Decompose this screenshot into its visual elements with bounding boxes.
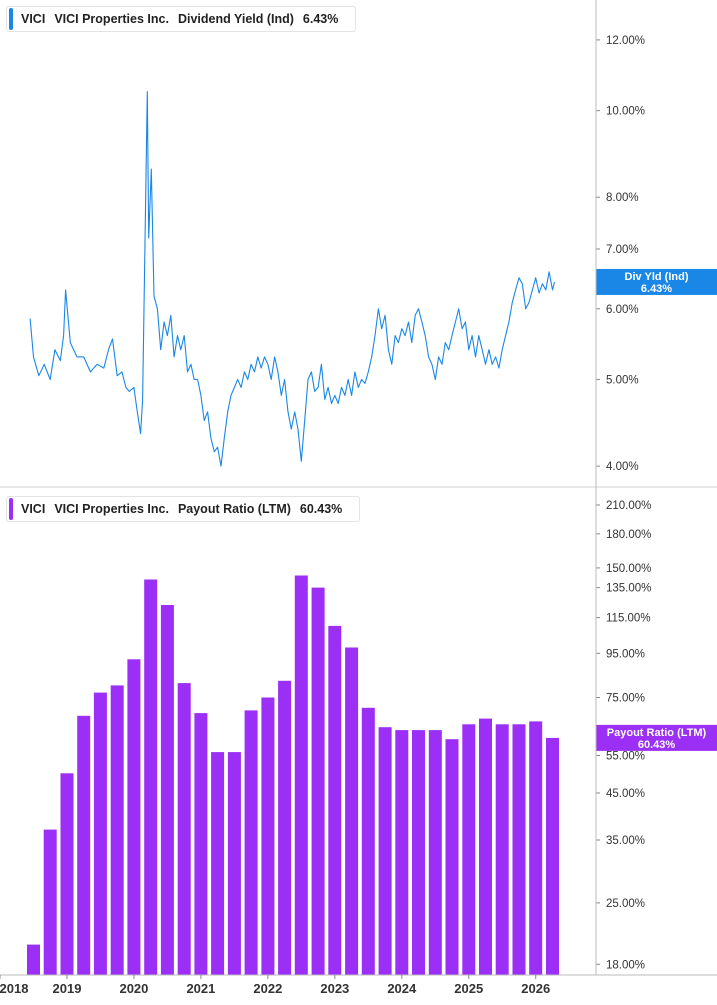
y-tick-label: 6.00% <box>606 304 639 316</box>
dividend-yield-panel: 12.00% 10.00% 8.00% 7.00% 6.00% 5.00% 4.00% Div… <box>29 35 717 473</box>
payout-bar <box>546 737 559 975</box>
y-tick-label: 180.00% <box>606 529 651 541</box>
payout-bar <box>144 579 158 975</box>
payout-bar <box>378 727 392 975</box>
payout-bar <box>110 685 124 975</box>
legend-value: 60.43% <box>299 502 343 516</box>
y-tick-label: 8.00% <box>606 192 639 204</box>
y-tick-label: 55.00% <box>606 750 645 762</box>
legend-metric: Payout Ratio (LTM) <box>177 502 291 516</box>
tag-background <box>596 724 717 751</box>
payout-color-swatch <box>9 498 13 520</box>
payout-bar <box>328 625 342 975</box>
payout-bar <box>77 715 91 975</box>
legend-value: 6.43% <box>302 12 339 26</box>
payout-bar <box>529 721 543 975</box>
payout-bar <box>361 707 375 975</box>
payout-bar <box>177 683 191 975</box>
payout-ratio-panel: 210.00% 180.00% 150.00% 135.00% 115.00% 95.00… <box>27 500 717 975</box>
payout-bar <box>495 724 509 975</box>
x-tick-label: 2020 <box>119 981 148 996</box>
tag-label: Div Yld (Ind) <box>625 271 689 283</box>
y-tick-label: 135.00% <box>606 583 651 595</box>
last-value-tag: Payout Ratio (LTM)60.43% <box>596 724 717 751</box>
legend-metric: Dividend Yield (Ind) <box>177 12 294 26</box>
y-tick-label: 5.00% <box>606 375 639 387</box>
payout-bar <box>244 710 258 975</box>
y-tick-label: 210.00% <box>606 500 651 512</box>
y-tick-label: 150.00% <box>606 563 651 575</box>
payout-bar <box>261 697 275 975</box>
x-axis: 2018 2019 2020 2021 2022 2023 2024 2025 2026 <box>0 974 717 996</box>
legend-company: VICI Properties Inc. <box>54 12 169 26</box>
payout-bar <box>43 829 57 975</box>
x-tick-label: 2025 <box>454 981 483 996</box>
y-tick-label: 75.00% <box>606 693 645 705</box>
payout-bar <box>294 575 308 975</box>
x-tick-label: 2021 <box>186 981 215 996</box>
payout-bar <box>127 659 141 975</box>
x-tick-label: 2026 <box>521 981 550 996</box>
payout-bar <box>93 692 107 975</box>
payout-bar <box>311 587 325 975</box>
y-tick-label: 12.00% <box>606 35 645 47</box>
x-tick-label: 2024 <box>387 981 417 996</box>
legend-company: VICI Properties Inc. <box>54 502 169 516</box>
x-tick-label: 2022 <box>253 981 282 996</box>
y-tick-label: 7.00% <box>606 244 639 256</box>
x-tick-label: 2023 <box>320 981 349 996</box>
yield-color-swatch <box>9 8 13 30</box>
payout-bar <box>512 724 526 975</box>
payout-bar <box>462 724 476 975</box>
y-tick-label: 45.00% <box>606 788 645 800</box>
payout-bar <box>395 730 409 975</box>
legend-ticker: VICI <box>21 12 46 26</box>
payout-bar <box>60 773 74 975</box>
y-tick-label: 4.00% <box>606 461 639 473</box>
payout-bar <box>445 739 459 975</box>
tag-background <box>596 268 717 295</box>
payout-ratio-legend: VICI VICI Properties Inc. Payout Ratio (… <box>6 496 361 522</box>
payout-bar <box>211 752 225 975</box>
x-tick-label: 2018 <box>0 981 28 996</box>
payout-bar <box>194 713 208 975</box>
y-tick-label: 115.00% <box>606 613 651 625</box>
dividend-yield-legend: VICI VICI Properties Inc. Dividend Yield… <box>6 6 357 32</box>
legend-ticker: VICI <box>21 502 46 516</box>
payout-bar <box>278 680 292 975</box>
tag-value: 60.43% <box>638 739 676 751</box>
payout-bar <box>345 647 359 975</box>
y-tick-label: 10.00% <box>606 106 645 118</box>
payout-bar <box>160 605 174 975</box>
payout-bar <box>27 944 40 975</box>
tag-label: Payout Ratio (LTM) <box>607 727 707 739</box>
payout-bar <box>428 730 442 975</box>
y-tick-label: 25.00% <box>606 898 645 910</box>
tag-value: 6.43% <box>641 283 672 295</box>
payout-bar <box>479 718 492 975</box>
y-tick-label: 95.00% <box>606 648 645 660</box>
payout-bar <box>227 752 241 975</box>
x-tick-label: 2019 <box>53 981 82 996</box>
y-tick-label: 35.00% <box>606 835 645 847</box>
y-tick-label: 18.00% <box>606 959 645 971</box>
last-value-tag: Div Yld (Ind)6.43% <box>596 268 717 295</box>
yield-series-line <box>29 91 556 467</box>
payout-bar <box>412 730 425 975</box>
